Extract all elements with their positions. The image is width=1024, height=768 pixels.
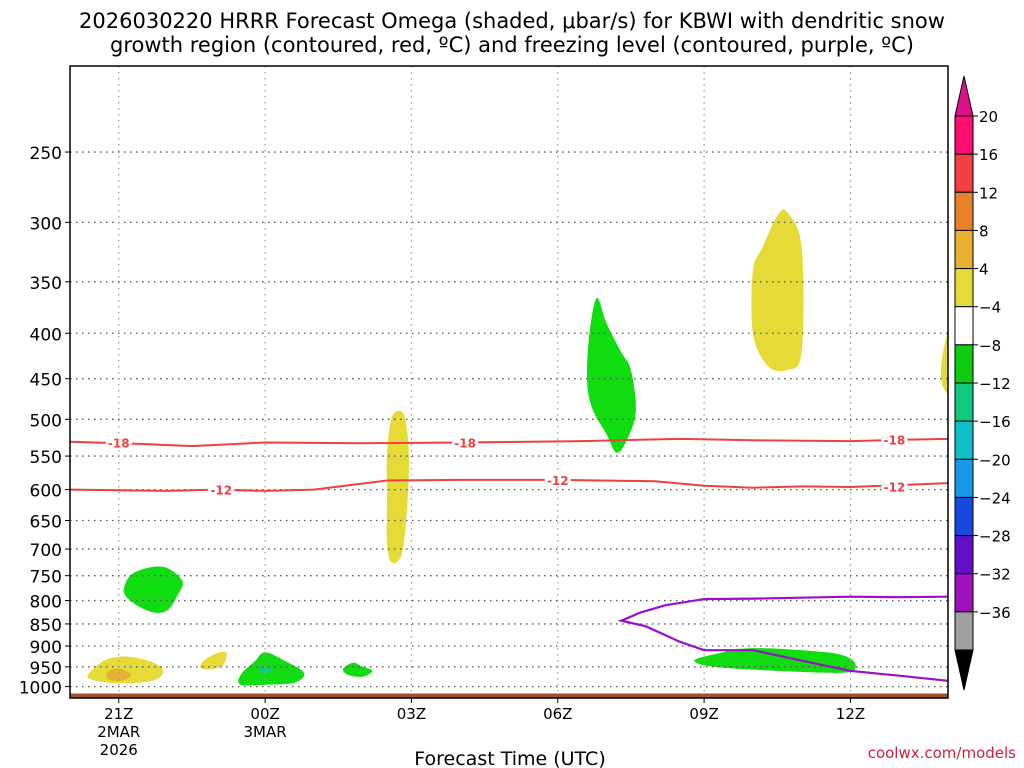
colorbar-label-10: −24: [979, 489, 1011, 507]
colorbar-swatch-13: [955, 612, 973, 650]
credit-text: coolwx.com/models: [868, 744, 1016, 762]
colorbar-label-2: 12: [979, 184, 998, 202]
plot-frame: [70, 66, 948, 698]
colorbar-label-0: 20: [979, 108, 998, 126]
y-tick-label-800: 800: [30, 593, 62, 613]
colorbar-label-7: −12: [979, 375, 1011, 393]
y-tick-label-450: 450: [30, 371, 62, 391]
y-tick-label-700: 700: [30, 541, 62, 561]
dgz-label--18-1: -18: [454, 437, 476, 451]
omega-area-6: [343, 663, 372, 677]
colorbar-swatch-12: [955, 574, 973, 612]
y-tick-label-250: 250: [30, 144, 62, 164]
colorbar-swatch-8: [955, 421, 973, 459]
colorbar-label-13: −36: [979, 604, 1011, 622]
x-axis-title: Forecast Time (UTC): [414, 748, 605, 768]
dgz-contour--18: [70, 439, 997, 446]
y-tick-label-950: 950: [30, 659, 62, 679]
colorbar-label-8: −16: [979, 413, 1011, 431]
colorbar-swatch-10: [955, 497, 973, 535]
colorbar-top-arrow: [955, 76, 973, 116]
y-tick-label-650: 650: [30, 512, 62, 532]
dgz-label--12-0: -12: [210, 484, 232, 498]
colorbar-label-4: 4: [979, 261, 989, 279]
colorbar-label-11: −28: [979, 528, 1011, 546]
omega-area-7: [387, 411, 409, 564]
x-tick-label-06Z: 06Z: [543, 705, 572, 723]
colorbar-swatch-6: [955, 345, 973, 383]
omega-area-11: [694, 648, 855, 673]
y-tick-label-850: 850: [30, 616, 62, 636]
colorbar-swatch-7: [955, 383, 973, 421]
colorbar-swatch-5: [955, 307, 973, 345]
dgz-label--12-1: -12: [547, 474, 569, 488]
colorbar-bottom-arrow: [955, 650, 973, 690]
omega-area-4: [238, 652, 304, 685]
y-tick-label-300: 300: [30, 214, 62, 234]
colorbar-label-3: 8: [979, 222, 989, 240]
x-tick-sublabel-21Z-1: 2026: [100, 741, 138, 759]
y-tick-label-900: 900: [30, 638, 62, 658]
plot-layer: -18 -18 -18 -12 -12 -12: [70, 66, 1012, 698]
colorbar-swatch-11: [955, 536, 973, 574]
x-tick-label-21Z: 21Z: [104, 705, 133, 723]
x-tick-label-09Z: 09Z: [689, 705, 718, 723]
dgz-label--18-0: -18: [108, 437, 130, 451]
y-tick-label-1000: 1000: [19, 679, 62, 699]
x-tick-label-03Z: 03Z: [397, 705, 426, 723]
y-tick-label-350: 350: [30, 274, 62, 294]
colorbar-swatch-1: [955, 154, 973, 192]
x-tick-sublabel-21Z-0: 2MAR: [97, 723, 140, 741]
colorbar-swatch-9: [955, 459, 973, 497]
omega-area-3: [200, 652, 226, 670]
colorbar-label-6: −8: [979, 337, 1001, 355]
omega-area-8: [587, 298, 636, 453]
y-tick-label-500: 500: [30, 411, 62, 431]
colorbar-swatch-0: [955, 116, 973, 154]
colorbar-swatch-4: [955, 269, 973, 307]
dgz-label--12-2: -12: [884, 480, 906, 494]
y-tick-label-400: 400: [30, 325, 62, 345]
dgz-label--18-2: -18: [884, 434, 906, 448]
colorbar-label-12: −32: [979, 566, 1011, 584]
x-tick-label-12Z: 12Z: [836, 705, 865, 723]
x-tick-sublabel-00Z-0: 3MAR: [244, 723, 287, 741]
y-tick-label-550: 550: [30, 448, 62, 468]
colorbar-label-9: −20: [979, 451, 1011, 469]
y-tick-label-600: 600: [30, 482, 62, 502]
colorbar-swatch-3: [955, 230, 973, 268]
x-tick-label-00Z: 00Z: [250, 705, 279, 723]
omega-area-9: [751, 209, 803, 371]
chart-canvas: -18 -18 -18 -12 -12 -12 250 300 350 400 450 500 550 6…: [0, 0, 1024, 768]
colorbar-label-5: −4: [979, 299, 1001, 317]
colorbar-label-1: 16: [979, 146, 998, 164]
y-tick-label-750: 750: [30, 568, 62, 588]
omega-area-0: [124, 567, 183, 613]
colorbar-swatch-2: [955, 192, 973, 230]
